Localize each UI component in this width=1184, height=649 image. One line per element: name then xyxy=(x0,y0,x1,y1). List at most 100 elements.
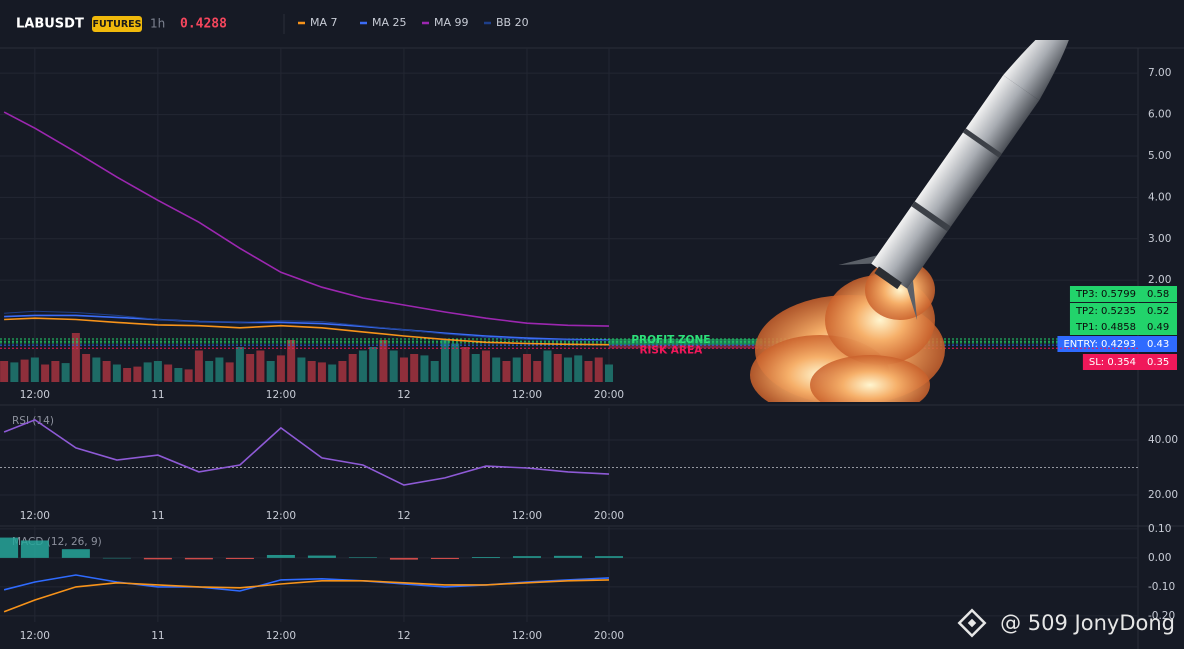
volume-bar xyxy=(420,355,429,382)
volume-bar xyxy=(563,357,572,382)
volume-bar xyxy=(112,364,121,382)
zone-label: PROFIT ZONE xyxy=(631,334,710,346)
y-tick-label: 0.00 xyxy=(1148,552,1171,564)
level-tag xyxy=(1082,354,1177,370)
y-tick-label: 3.00 xyxy=(1148,233,1171,245)
volume-bar xyxy=(328,364,337,382)
level-axis-label: 0.52 xyxy=(1147,306,1169,317)
level-tag xyxy=(1057,336,1177,352)
histogram-bar xyxy=(512,556,541,558)
histogram-bar xyxy=(225,557,254,560)
y-tick-label: 7.00 xyxy=(1148,67,1171,79)
volume-bar xyxy=(369,347,378,382)
histogram-bar xyxy=(430,557,459,560)
legend: MA 7 MA 25 MA 99 BB 20 xyxy=(298,16,529,29)
x-tick-label: 12 xyxy=(397,389,410,401)
zone xyxy=(608,338,763,346)
histogram-bar xyxy=(143,557,172,560)
last-price: 0.4288 xyxy=(180,17,227,32)
histogram-bar xyxy=(553,555,582,558)
x-tick-label: 20:00 xyxy=(594,389,624,401)
symbol: LABUSDT xyxy=(16,17,84,32)
x-tick-label: 20:00 xyxy=(594,510,624,522)
volume-bar xyxy=(61,363,70,382)
x-tick-label: 11 xyxy=(151,630,164,642)
volume-bar xyxy=(604,364,613,382)
histogram-bar xyxy=(184,557,213,560)
volume-bar xyxy=(205,361,214,382)
level-label: TP3: 0.5799 xyxy=(1075,289,1136,300)
volume-bar xyxy=(164,364,173,382)
level-label: ENTRY: 0.4293 xyxy=(1063,339,1136,350)
rocket-image xyxy=(750,40,1075,402)
y-tick-label: 0.10 xyxy=(1148,523,1171,535)
level-tag xyxy=(1069,319,1177,335)
volume-bar xyxy=(287,340,296,382)
volume-bar xyxy=(440,340,449,382)
volume-bar xyxy=(543,350,552,382)
badge: FUTURES xyxy=(92,19,141,30)
volume-bar xyxy=(71,333,80,382)
histogram-bar xyxy=(307,555,336,558)
y-tick-label: 40.00 xyxy=(1148,434,1178,446)
x-tick-label: 12:00 xyxy=(266,630,296,642)
x-tick-label: 20:00 xyxy=(594,630,624,642)
volume-bar xyxy=(492,357,501,382)
x-tick-label: 12:00 xyxy=(266,510,296,522)
x-tick-label: 12 xyxy=(397,630,410,642)
histogram-bar xyxy=(594,556,623,558)
volume-bar xyxy=(399,357,408,382)
series-line xyxy=(3,579,610,613)
volume-bar xyxy=(358,350,367,382)
x-tick-label: 11 xyxy=(151,389,164,401)
volume-bar xyxy=(246,354,255,382)
plot-layer: 12:00 11 12:00 12 12:00 20:00 2.00 3.00 4.00 5.00… xyxy=(0,48,1178,642)
series-line xyxy=(3,111,610,327)
volume-bar xyxy=(389,350,398,382)
watermark: @ 509 JonyDong xyxy=(1000,611,1175,635)
y-tick-label: -0.10 xyxy=(1148,581,1175,593)
x-tick-label: 12:00 xyxy=(512,389,542,401)
volume-bar xyxy=(430,361,439,382)
x-tick-label: 12:00 xyxy=(20,510,50,522)
volume-bar xyxy=(92,357,101,382)
y-tick-label: 20.00 xyxy=(1148,489,1178,501)
volume-bar xyxy=(522,354,531,382)
y-tick-label: 5.00 xyxy=(1148,150,1171,162)
y-tick-label: 4.00 xyxy=(1148,191,1171,203)
x-tick-label: 12:00 xyxy=(512,510,542,522)
level-tag xyxy=(1069,286,1177,302)
volume-bar xyxy=(51,361,60,382)
y-tick-label: 2.00 xyxy=(1148,274,1171,286)
level-tag xyxy=(1069,303,1177,319)
volume-bar xyxy=(266,361,275,382)
volume-bar xyxy=(0,361,9,382)
legend-label: BB 20 xyxy=(496,16,529,29)
volume-bar xyxy=(553,354,562,382)
x-tick-label: 11 xyxy=(151,510,164,522)
series-line xyxy=(4,310,610,342)
volume-bar xyxy=(471,354,480,382)
legend-label: MA 7 xyxy=(310,16,338,29)
volume-bar xyxy=(348,354,357,382)
x-tick-label: 12:00 xyxy=(20,630,50,642)
histogram-bar xyxy=(471,557,500,558)
volume-bar xyxy=(10,362,19,382)
volume-bar xyxy=(574,355,583,382)
volume-bar xyxy=(297,357,306,382)
volume-bar xyxy=(102,361,111,382)
volume-bar xyxy=(30,357,39,382)
volume-bar xyxy=(143,362,152,382)
volume-bar xyxy=(256,350,265,382)
volume-bar xyxy=(225,362,234,382)
volume-bar xyxy=(317,362,326,382)
y-tick-label: 6.00 xyxy=(1148,109,1171,121)
x-tick-label: 12:00 xyxy=(266,389,296,401)
x-tick-label: 12 xyxy=(397,510,410,522)
volume-bar xyxy=(410,354,419,382)
x-tick-label: 12:00 xyxy=(20,389,50,401)
level-axis-label: 0.43 xyxy=(1147,339,1169,350)
level-axis-label: 0.58 xyxy=(1147,289,1169,300)
volume-bar xyxy=(379,340,388,382)
